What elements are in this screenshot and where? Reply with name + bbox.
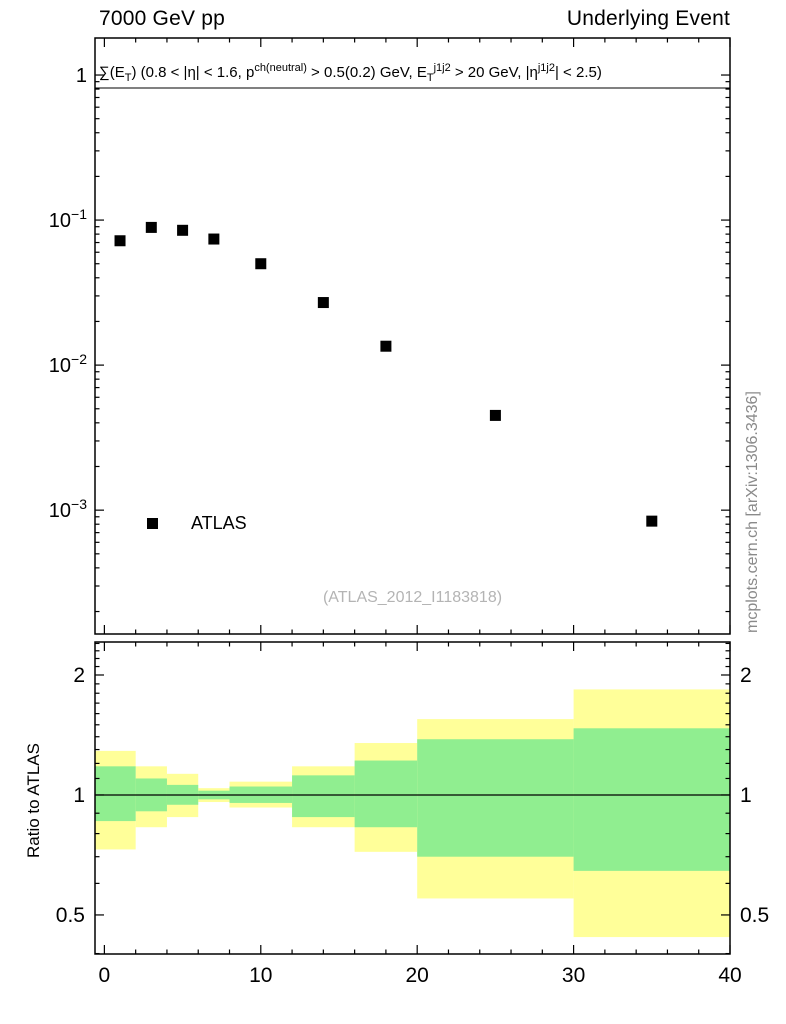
- observable-annotation: ∑(ET) (0.8 < |η| < 1.6, pch(neutral) > 0…: [99, 62, 602, 84]
- source-caption: mcplots.cern.ch [arXiv:1306.3436]: [744, 391, 761, 633]
- ratio-ytick-label-left: 0.5: [56, 904, 85, 927]
- ytick-label: 10−3: [49, 496, 87, 522]
- stat-uncertainty-band: [95, 766, 136, 822]
- data-point: [114, 235, 126, 247]
- xtick-label: 40: [718, 964, 741, 987]
- data-point: [317, 297, 329, 309]
- analysis-group-title: Underlying Event: [566, 7, 730, 30]
- xtick-label: 10: [249, 964, 272, 987]
- stat-uncertainty-band: [292, 775, 355, 818]
- data-point: [646, 515, 658, 527]
- ratio-uncertainty-bands: [95, 689, 730, 938]
- top-panel-frame: [94, 37, 731, 635]
- xtick-label: 30: [562, 964, 585, 987]
- data-point: [380, 340, 392, 352]
- legend: ATLAS: [147, 513, 247, 533]
- ratio-axis-label: Ratio to ATLAS: [24, 743, 43, 858]
- ytick-label: 1: [76, 65, 87, 87]
- ratio-ytick-label-left: 2: [73, 664, 85, 687]
- data-point: [489, 409, 501, 421]
- ratio-ytick-label-right: 0.5: [740, 904, 769, 927]
- ratio-ytick-label-right: 1: [740, 784, 752, 807]
- panel-frames: [94, 37, 731, 955]
- data-points: [114, 221, 658, 527]
- data-point: [145, 221, 157, 233]
- stat-uncertainty-band: [573, 728, 730, 871]
- legend-marker: [147, 518, 158, 529]
- data-point: [255, 258, 267, 270]
- beam-energy-title: 7000 GeV pp: [99, 7, 225, 30]
- xtick-label: 20: [406, 964, 429, 987]
- data-point: [177, 224, 189, 236]
- legend-label: ATLAS: [191, 513, 247, 533]
- stat-uncertainty-band: [417, 739, 574, 857]
- axis-tick-labels: 110−110−210−30.5 0.51 12 20 10 20 30 40: [49, 65, 769, 987]
- ratio-ytick-label-right: 2: [740, 664, 752, 687]
- ratio-panel-frame: [94, 641, 731, 955]
- stat-uncertainty-band: [354, 760, 418, 828]
- xtick-label: 0: [99, 964, 111, 987]
- ytick-label: 10−2: [49, 351, 87, 377]
- data-point: [208, 233, 220, 245]
- ytick-label: 10−1: [49, 206, 87, 232]
- ratio-ytick-label-left: 1: [73, 784, 85, 807]
- analysis-watermark: (ATLAS_2012_I1183818): [322, 589, 503, 606]
